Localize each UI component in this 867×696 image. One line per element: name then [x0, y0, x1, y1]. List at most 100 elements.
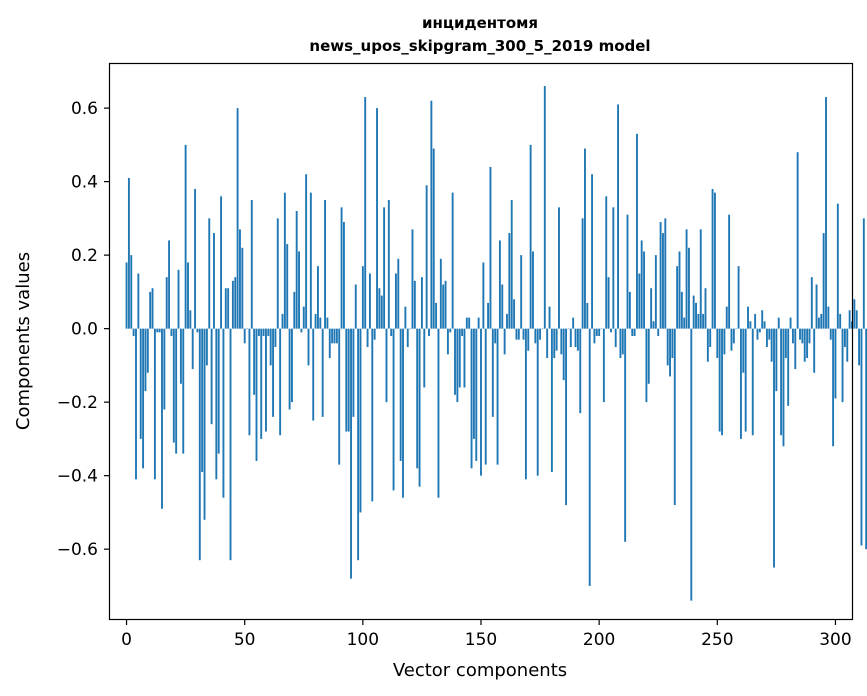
- bar-229: [666, 328, 669, 366]
- bar-302: [839, 313, 842, 329]
- bar-23: [179, 328, 182, 384]
- bar-196: [588, 328, 591, 586]
- bar-283: [794, 328, 797, 370]
- bar-128: [428, 328, 430, 336]
- bar-80: [314, 313, 317, 329]
- bar-129: [430, 100, 433, 329]
- bar-181: [553, 328, 556, 359]
- bar-232: [673, 328, 676, 506]
- bar-173: [534, 328, 537, 344]
- bar-99: [359, 328, 362, 513]
- bar-218: [640, 240, 643, 329]
- bar-130: [432, 148, 435, 329]
- bar-292: [815, 284, 818, 329]
- chart-title-line1: инцидентомя: [422, 14, 538, 32]
- bar-178: [546, 328, 549, 359]
- bar-100: [361, 266, 364, 329]
- x-tick-label: 300: [819, 630, 851, 650]
- bar-24: [182, 328, 185, 454]
- bar-0: [125, 262, 128, 329]
- bar-190: [574, 328, 577, 348]
- bar-220: [645, 328, 648, 403]
- y-tick-label: 0.0: [71, 320, 98, 340]
- bar-70: [291, 328, 293, 403]
- bar-313: [865, 328, 867, 550]
- bar-217: [638, 273, 641, 329]
- bar-72: [295, 211, 298, 329]
- bar-234: [678, 251, 681, 329]
- bar-50: [243, 328, 246, 344]
- x-tick-label: 100: [347, 630, 379, 650]
- bar-85: [326, 317, 329, 329]
- bar-58: [262, 328, 265, 336]
- bar-73: [298, 251, 300, 329]
- bar-67: [283, 192, 286, 329]
- y-tick-label: −0.4: [57, 467, 98, 487]
- bar-74: [300, 328, 303, 333]
- bar-238: [688, 247, 690, 329]
- bar-215: [633, 328, 636, 336]
- bar-227: [662, 233, 664, 329]
- bar-17: [165, 277, 168, 329]
- bar-195: [586, 302, 589, 329]
- bar-206: [612, 207, 615, 329]
- bar-279: [784, 328, 787, 359]
- bar-95: [350, 328, 352, 579]
- bar-163: [510, 199, 513, 329]
- bar-265: [751, 328, 754, 436]
- bar-52: [248, 328, 251, 436]
- bar-180: [550, 328, 553, 472]
- bar-308: [853, 299, 856, 329]
- bar-236: [683, 317, 686, 329]
- bar-291: [813, 328, 816, 373]
- bar-225: [657, 328, 660, 336]
- bar-203: [605, 196, 608, 329]
- bar-272: [768, 328, 771, 340]
- bar-26: [187, 262, 189, 329]
- bar-231: [671, 328, 674, 359]
- bar-92: [343, 222, 345, 329]
- bar-77: [307, 328, 310, 366]
- bar-55: [255, 328, 258, 461]
- bar-159: [501, 284, 504, 329]
- bar-126: [423, 328, 426, 388]
- bar-193: [581, 218, 584, 329]
- bar-189: [572, 317, 575, 329]
- bar-204: [607, 277, 610, 329]
- bar-312: [862, 218, 865, 329]
- bar-18: [168, 240, 171, 329]
- x-axis-ticks: 0 50 100 150 200 250 300: [121, 619, 852, 650]
- bar-8: [144, 328, 147, 392]
- bar-278: [782, 328, 785, 447]
- bar-303: [841, 328, 844, 403]
- bar-117: [402, 328, 404, 498]
- bar-306: [848, 310, 851, 329]
- bar-75: [302, 306, 305, 329]
- x-tick-label: 150: [465, 630, 497, 650]
- bar-148: [475, 328, 478, 461]
- bar-22: [177, 269, 180, 329]
- bar-160: [503, 328, 506, 355]
- bar-295: [822, 233, 825, 329]
- bar-221: [647, 328, 650, 384]
- bar-164: [513, 299, 516, 329]
- bar-288: [806, 328, 809, 359]
- bar-310: [858, 328, 861, 366]
- bar-47: [236, 108, 239, 329]
- bar-79: [312, 328, 315, 421]
- bar-246: [706, 328, 709, 362]
- bar-162: [508, 233, 511, 329]
- y-tick-label: −0.6: [57, 540, 98, 560]
- bar-230: [669, 328, 671, 377]
- bar-141: [458, 328, 461, 388]
- bar-136: [446, 328, 449, 355]
- bar-281: [789, 317, 792, 329]
- x-tick-label: 200: [583, 630, 615, 650]
- bar-120: [409, 328, 412, 330]
- bar-166: [517, 328, 520, 340]
- bar-210: [621, 328, 624, 355]
- bar-154: [489, 166, 492, 329]
- bar-286: [801, 328, 804, 344]
- bar-299: [832, 328, 835, 447]
- y-axis-ticks: −0.6 −0.4 −0.2 0.0 0.2 0.4 0.6: [57, 99, 110, 560]
